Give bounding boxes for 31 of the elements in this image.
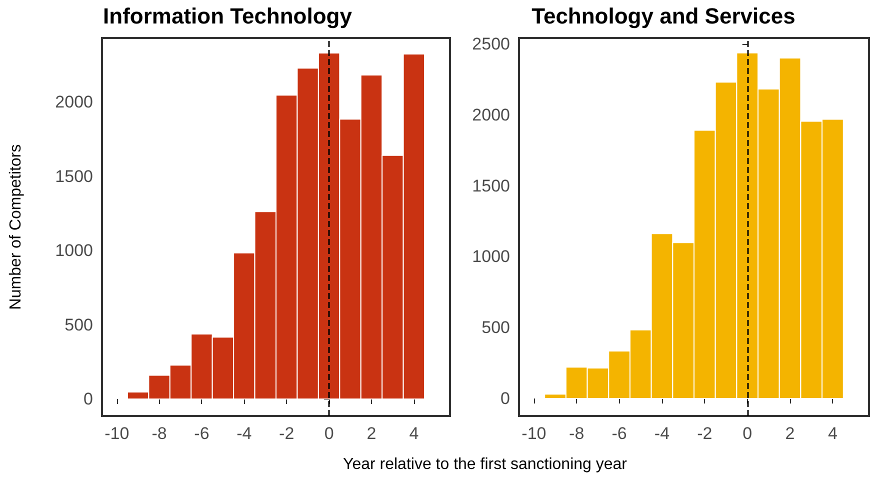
x-tick-label: 0 [742, 424, 752, 443]
y-tick-label: 500 [482, 318, 510, 338]
chart-title: Technology and Services [532, 4, 796, 28]
x-tick-label: -2 [697, 424, 712, 443]
x-tick-label: -8 [152, 424, 167, 443]
chart-title: Information Technology [103, 4, 353, 28]
x-tick-label: -8 [569, 424, 584, 443]
x-tick-label: -10 [104, 424, 130, 443]
x-tick-label: -2 [279, 424, 294, 443]
y-tick-label: 1000 [55, 241, 93, 260]
y-tick-label: 1500 [472, 176, 510, 196]
x-tick-label: 4 [409, 424, 419, 443]
y-tick-label: 2000 [472, 105, 510, 124]
x-tick-label: 2 [785, 424, 795, 443]
y-tick-label: 1000 [472, 247, 510, 266]
x-tick-label: 4 [828, 424, 838, 443]
y-tick-label: 0 [500, 389, 510, 408]
x-tick-label: -6 [194, 424, 210, 443]
x-axis-title: Year relative to the first sanctioning year [342, 456, 627, 473]
y-tick-label: 2000 [55, 92, 93, 112]
y-tick-label: 0 [84, 389, 93, 408]
x-tick-label: -4 [236, 424, 252, 443]
y-tick-label: 2500 [472, 34, 510, 54]
y-tick-label: 500 [64, 315, 93, 334]
x-tick-label: 2 [366, 424, 376, 443]
y-tick-label: 1500 [55, 166, 93, 186]
y-axis-title: Number of Competitors [8, 144, 24, 310]
x-tick-label: -4 [654, 424, 670, 443]
x-tick-label: -6 [612, 424, 627, 443]
x-tick-label: 0 [324, 424, 334, 443]
x-tick-label: -10 [522, 424, 546, 443]
